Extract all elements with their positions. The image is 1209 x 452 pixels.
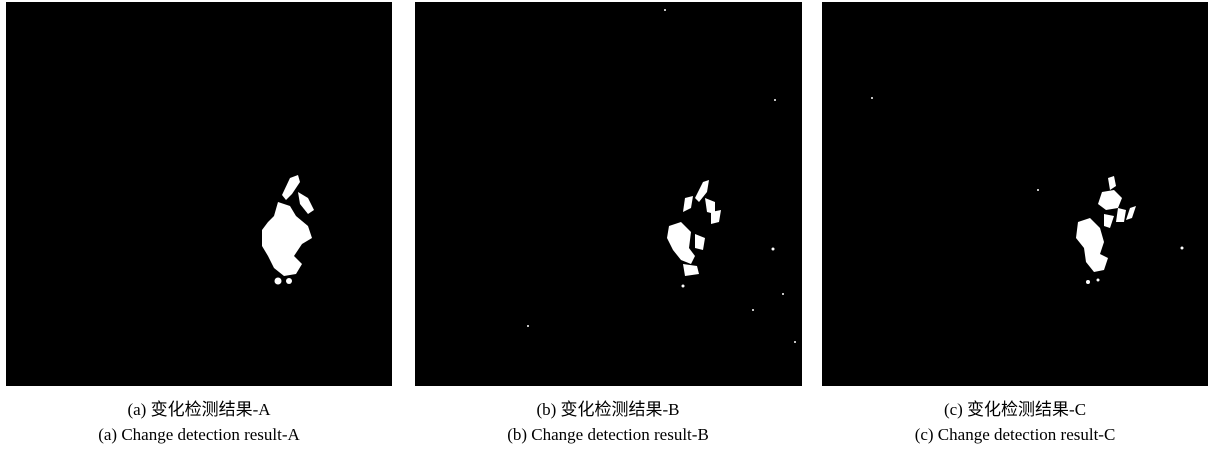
result-image [6, 2, 392, 386]
panel-c [822, 2, 1208, 386]
caption-en: (a) Change detection result-A [98, 425, 300, 444]
result-image [822, 2, 1208, 386]
caption-cn: (b) 变化检测结果-B [536, 400, 679, 419]
result-image [415, 2, 802, 386]
figure: (a) 变化检测结果-A (a) Change detection result-… [0, 0, 1209, 452]
panel-a [6, 2, 392, 386]
caption-cn: (a) 变化检测结果-A [127, 400, 271, 419]
caption-en: (b) Change detection result-B [507, 425, 709, 444]
caption-cn: (c) 变化检测结果-C [944, 400, 1086, 419]
panel-b [415, 2, 802, 386]
caption-en: (c) Change detection result-C [915, 425, 1116, 444]
